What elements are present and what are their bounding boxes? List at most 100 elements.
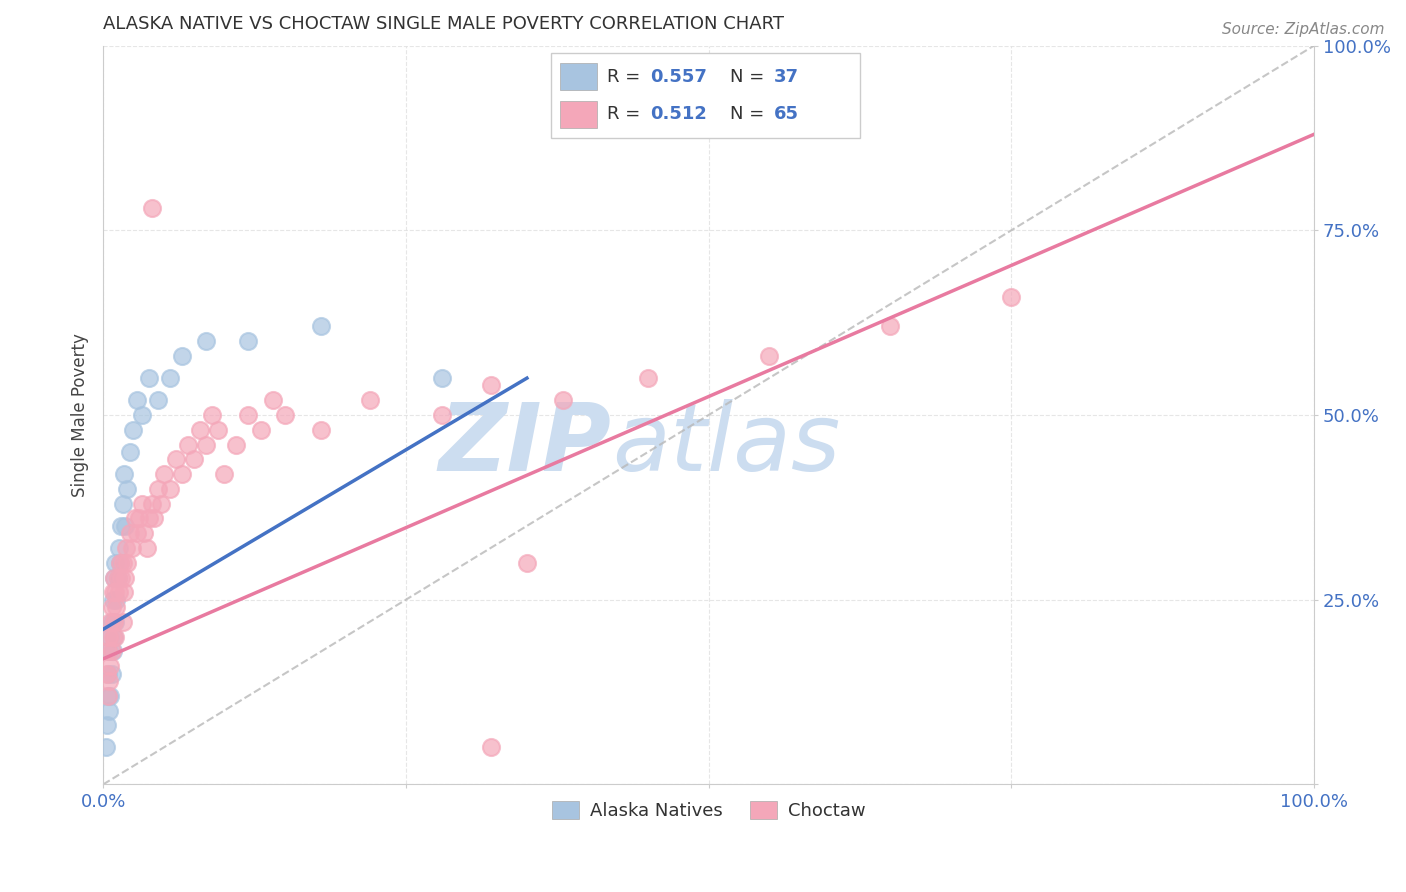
Point	[108, 556, 131, 570]
Point	[125, 393, 148, 408]
Point	[97, 666, 120, 681]
Point	[103, 615, 125, 629]
Point	[170, 349, 193, 363]
Point	[114, 519, 136, 533]
Point	[101, 585, 124, 599]
Point	[195, 437, 218, 451]
Point	[150, 497, 173, 511]
Point	[125, 526, 148, 541]
Text: ZIP: ZIP	[439, 399, 612, 491]
Point	[98, 673, 121, 688]
Point	[118, 526, 141, 541]
Point	[274, 408, 297, 422]
Text: Source: ZipAtlas.com: Source: ZipAtlas.com	[1222, 22, 1385, 37]
Point	[479, 378, 502, 392]
Point	[104, 556, 127, 570]
Point	[131, 408, 153, 422]
Point	[96, 718, 118, 732]
Point	[131, 497, 153, 511]
Point	[105, 592, 128, 607]
Point	[94, 740, 117, 755]
Point	[97, 644, 120, 658]
Point	[103, 630, 125, 644]
Point	[112, 585, 135, 599]
Point	[188, 423, 211, 437]
Point	[170, 467, 193, 482]
Point	[103, 571, 125, 585]
Point	[104, 585, 127, 599]
Point	[553, 393, 575, 408]
Point	[146, 393, 169, 408]
Point	[121, 541, 143, 555]
Point	[100, 630, 122, 644]
Point	[100, 644, 122, 658]
Point	[101, 630, 124, 644]
Point	[207, 423, 229, 437]
Point	[107, 571, 129, 585]
Point	[111, 615, 134, 629]
Point	[758, 349, 780, 363]
Point	[637, 371, 659, 385]
Point	[165, 452, 187, 467]
Point	[107, 571, 129, 585]
Point	[225, 437, 247, 451]
Point	[195, 334, 218, 348]
Point	[141, 497, 163, 511]
Point	[1000, 290, 1022, 304]
Point	[212, 467, 235, 482]
Point	[97, 689, 120, 703]
Point	[138, 511, 160, 525]
Point	[112, 467, 135, 482]
Point	[108, 585, 131, 599]
Point	[177, 437, 200, 451]
Point	[359, 393, 381, 408]
Point	[124, 511, 146, 525]
Point	[309, 423, 332, 437]
Point	[249, 423, 271, 437]
Point	[105, 600, 128, 615]
Point	[879, 319, 901, 334]
Point	[128, 511, 150, 525]
Point	[134, 526, 156, 541]
Point	[104, 615, 127, 629]
Point	[201, 408, 224, 422]
Point	[96, 666, 118, 681]
Text: atlas: atlas	[612, 399, 839, 490]
Point	[516, 556, 538, 570]
Point	[115, 541, 138, 555]
Point	[143, 511, 166, 525]
Point	[111, 556, 134, 570]
Point	[430, 408, 453, 422]
Point	[479, 740, 502, 755]
Point	[138, 371, 160, 385]
Point	[146, 482, 169, 496]
Point	[122, 423, 145, 437]
Point	[141, 201, 163, 215]
Point	[100, 615, 122, 629]
Point	[103, 571, 125, 585]
Point	[135, 541, 157, 555]
Text: ALASKA NATIVE VS CHOCTAW SINGLE MALE POVERTY CORRELATION CHART: ALASKA NATIVE VS CHOCTAW SINGLE MALE POV…	[103, 15, 785, 33]
Point	[104, 630, 127, 644]
Legend: Alaska Natives, Choctaw: Alaska Natives, Choctaw	[544, 793, 872, 827]
Y-axis label: Single Male Poverty: Single Male Poverty	[72, 333, 89, 497]
Point	[110, 519, 132, 533]
Point	[118, 445, 141, 459]
Point	[100, 615, 122, 629]
Point	[100, 666, 122, 681]
Point	[183, 452, 205, 467]
Point	[238, 408, 260, 422]
Point	[114, 571, 136, 585]
Point	[100, 659, 122, 673]
Point	[98, 644, 121, 658]
Point	[100, 689, 122, 703]
Point	[117, 556, 139, 570]
Point	[101, 644, 124, 658]
Point	[98, 630, 121, 644]
Point	[100, 600, 122, 615]
Point	[309, 319, 332, 334]
Point	[238, 334, 260, 348]
Point	[108, 541, 131, 555]
Point	[111, 497, 134, 511]
Point	[108, 556, 131, 570]
